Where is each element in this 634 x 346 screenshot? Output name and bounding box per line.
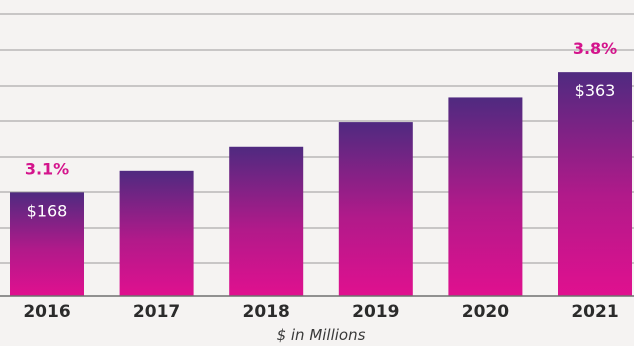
bars bbox=[10, 72, 632, 297]
bar-2019 bbox=[338, 122, 413, 296]
bar-2020 bbox=[448, 97, 523, 296]
gridlines bbox=[0, 13, 634, 264]
bar-value-label: $363 bbox=[575, 81, 616, 100]
bar-percent-label: 3.8% bbox=[573, 39, 617, 58]
bar-2018 bbox=[229, 146, 304, 296]
labels: 2016 $168 3.1% 2017 2018 2019 2020 2021 $363 3.8% bbox=[23, 39, 618, 322]
bar-value-label: $168 bbox=[27, 201, 68, 220]
x-tick-label: 2019 bbox=[352, 302, 399, 322]
x-tick-label: 2016 bbox=[23, 302, 70, 322]
x-tick-label: 2021 bbox=[571, 302, 618, 322]
x-tick-label: 2017 bbox=[133, 302, 180, 322]
bar-2017 bbox=[119, 170, 194, 296]
bar-percent-label: 3.1% bbox=[25, 159, 69, 178]
bar-2016 bbox=[10, 192, 84, 296]
x-tick-label: 2018 bbox=[243, 302, 290, 322]
x-tick-label: 2020 bbox=[462, 302, 509, 322]
x-axis-caption: $ in Millions bbox=[277, 326, 366, 344]
bar-2021 bbox=[558, 72, 632, 297]
